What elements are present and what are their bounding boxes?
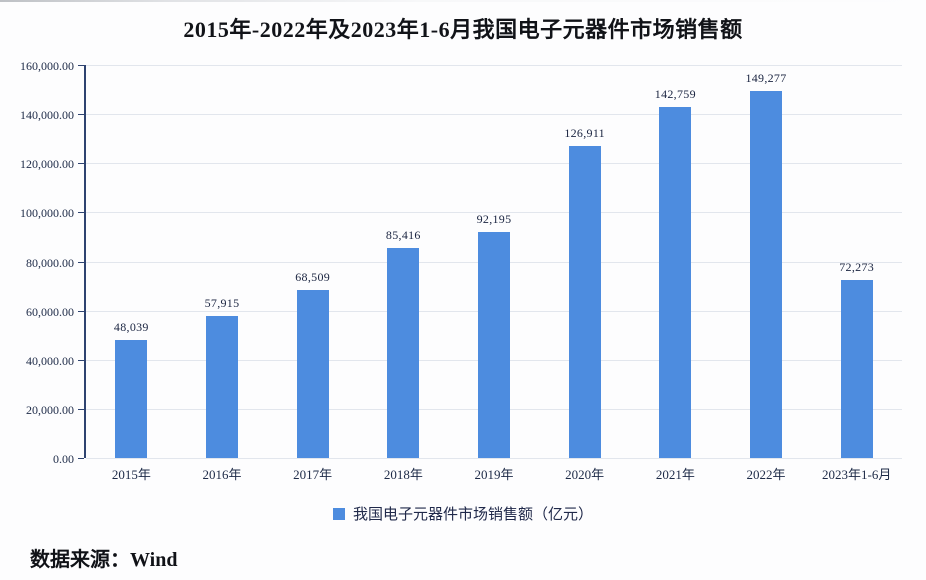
bar-2023年1-6月 — [840, 280, 873, 458]
x-axis-label: 2022年 — [746, 467, 786, 482]
y-axis-tick-label: 0.00 — [53, 452, 74, 466]
x-axis-label: 2015年 — [111, 467, 151, 482]
gridline — [86, 212, 902, 214]
bar-value-label: 68,509 — [295, 269, 331, 284]
x-axis-label: 2018年 — [383, 467, 423, 482]
bar-2021年 — [659, 107, 692, 458]
plot-area: 48,039 57,915 68,509 85,416 92,195 126,911 142… — [78, 65, 902, 459]
gridline — [86, 65, 902, 66]
bar-2015年 — [115, 340, 148, 458]
bar-2016年 — [206, 315, 238, 458]
y-axis-tick-mark — [78, 408, 84, 410]
y-axis-tick-mark — [78, 212, 84, 214]
y-axis-tick-mark — [78, 261, 84, 263]
y-axis-tick-label: 100,000.00 — [20, 206, 74, 221]
bar-value-label: 126,911 — [564, 126, 605, 141]
x-axis-label: 2021年 — [655, 467, 695, 482]
bar-value-label: 85,416 — [385, 228, 421, 243]
bar-value-label: 48,039 — [113, 320, 149, 334]
bar-2019年 — [478, 231, 510, 458]
y-axis-tick-mark — [78, 458, 84, 459]
y-axis-tick-label: 160,000.00 — [20, 59, 74, 73]
x-axis-label: 2020年 — [565, 467, 605, 482]
gridline — [86, 114, 902, 116]
bar-value-label: 142,759 — [654, 87, 696, 102]
gridline — [86, 163, 902, 165]
y-axis-tick-label: 60,000.00 — [26, 304, 74, 319]
bar-value-label: 57,915 — [204, 295, 240, 310]
y-axis-tick-label: 120,000.00 — [20, 157, 74, 172]
legend-swatch-icon — [332, 507, 345, 520]
y-axis-tick-mark — [78, 114, 84, 116]
x-axis-label: 2023年1-6月 — [821, 467, 892, 482]
bar-value-label: 92,195 — [476, 211, 512, 226]
y-axis-tick-mark — [78, 359, 84, 361]
y-axis-tick-label: 20,000.00 — [26, 402, 74, 417]
data-source-note: 数据来源：Wind — [30, 549, 178, 571]
y-axis-tick-mark — [78, 65, 84, 66]
y-axis-tick-label: 80,000.00 — [26, 255, 74, 270]
bar-value-label: 149,277 — [745, 71, 787, 86]
bar-2020年 — [568, 146, 601, 458]
y-axis-tick-label: 140,000.00 — [20, 108, 74, 123]
x-axis-label: 2017年 — [293, 467, 333, 482]
legend-label: 我国电子元器件市场销售额（亿元） — [352, 507, 593, 523]
y-axis-tick-mark — [78, 310, 84, 312]
chart-title: 2015年-2022年及2023年1-6月我国电子元器件市场销售额 — [183, 17, 743, 42]
gridline — [86, 458, 902, 459]
bar-value-label: 72,273 — [839, 260, 875, 275]
x-axis-label: 2016年 — [202, 467, 242, 482]
x-axis-label: 2019年 — [474, 467, 514, 482]
y-axis-tick-mark — [78, 163, 84, 165]
y-axis-line — [84, 65, 86, 458]
chart-legend: 我国电子元器件市场销售额（亿元） — [0, 503, 926, 524]
y-axis-tick-label: 40,000.00 — [26, 353, 74, 368]
bar-2022年 — [750, 91, 782, 458]
screen-edge-artifact — [0, 0, 926, 2]
bar-2017年 — [296, 289, 329, 458]
bar-2018年 — [387, 248, 420, 458]
